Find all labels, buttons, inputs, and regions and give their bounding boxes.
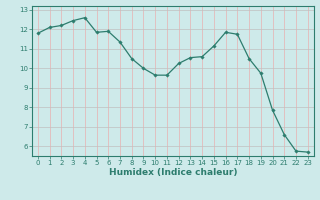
X-axis label: Humidex (Indice chaleur): Humidex (Indice chaleur) [108, 168, 237, 177]
